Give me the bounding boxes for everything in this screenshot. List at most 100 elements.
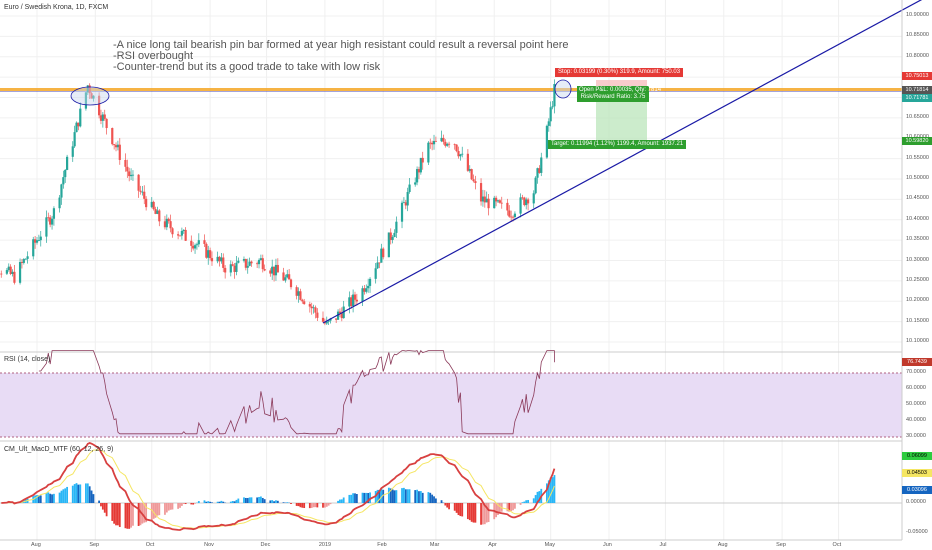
candle-body	[376, 262, 379, 269]
open-pnl-label[interactable]: Open P&L: 0.00035, Qty: 7814 Risk/Reward…	[577, 86, 662, 102]
macd-hist-bar	[128, 503, 131, 529]
candle-body	[7, 266, 10, 271]
candle-body	[301, 299, 304, 302]
macd-hist-bar	[203, 500, 206, 503]
candle-body	[263, 269, 266, 271]
macd-hist-bar	[403, 487, 405, 503]
price-tick-label: 10.40000	[906, 215, 929, 222]
candle-body	[141, 191, 144, 193]
macd-hist-bar	[312, 503, 315, 508]
candle-body	[355, 299, 358, 302]
macd-hist-bar	[395, 490, 398, 503]
macd-hist-bar	[468, 503, 471, 521]
macd-hist-bar	[448, 503, 450, 510]
candle-body	[297, 291, 300, 296]
price-tick-label: 10.85000	[906, 32, 929, 39]
macd-hist-bar	[286, 502, 289, 503]
target-label[interactable]: Target: 0.11994 (1.12%) 1199.4, Amount: …	[548, 140, 687, 149]
macd-hist-bar	[275, 500, 277, 503]
macd-hist-bar	[310, 503, 313, 508]
candle-body	[457, 151, 460, 157]
macd-hist-bar	[404, 489, 407, 503]
time-tick-label: Oct	[832, 542, 842, 548]
macd-hist-bar	[220, 500, 223, 503]
macd-hist-bar	[512, 503, 514, 511]
macd-hist-bar	[60, 490, 63, 503]
candle-body	[257, 259, 261, 265]
candle-body	[506, 202, 509, 211]
candle-body	[20, 262, 24, 263]
macd-hist-bar	[329, 503, 332, 505]
macd-hist-bar	[273, 501, 275, 503]
candle-body	[210, 258, 214, 262]
macd-hist-bar	[391, 489, 394, 503]
candle-body	[363, 288, 366, 292]
candle-body	[126, 166, 129, 172]
macd-hist-bar	[260, 496, 262, 503]
candle-body	[447, 143, 451, 145]
macd-hist-bar	[165, 503, 168, 513]
candle-body	[525, 199, 528, 206]
macd-tick-label: 0.00000	[906, 499, 926, 505]
candle-body	[325, 321, 328, 324]
rsi-band	[0, 373, 902, 437]
macd-hist-bar	[378, 489, 381, 503]
time-tick-label: Aug	[31, 542, 41, 548]
annotation-line-1: -A nice long tail bearish pin bar formed…	[113, 39, 569, 51]
time-tick-label: Apr	[488, 542, 497, 548]
macd-hist-bar	[455, 503, 458, 513]
candle-body	[250, 261, 253, 264]
candle-body	[406, 192, 409, 206]
macd-hist-bar	[470, 503, 473, 522]
time-tick-label: Feb	[377, 542, 387, 548]
candle-body	[368, 278, 372, 286]
macd-hist-bar	[553, 475, 556, 503]
candle-body	[361, 288, 364, 302]
rsi-tick-label: 70.0000	[906, 369, 926, 375]
time-tick-label: Jul	[659, 542, 667, 548]
candle-body	[39, 236, 42, 241]
rsi-tick-label: 30.0000	[906, 433, 926, 439]
candle-body	[521, 197, 524, 199]
candle-body	[367, 285, 370, 289]
macd-hist-bar	[453, 503, 456, 511]
macd-hist-bar	[510, 503, 513, 512]
candle-body	[474, 181, 477, 184]
candle-body	[353, 294, 357, 300]
macd-hist-bar	[139, 503, 142, 526]
candle-body	[378, 262, 381, 264]
candle-body	[49, 217, 52, 225]
candle-body	[286, 274, 289, 278]
macd-hist-bar	[75, 483, 78, 503]
macd-hist-bar	[86, 483, 89, 503]
macd-hist-bar	[47, 492, 50, 503]
candle-body	[220, 257, 223, 262]
macd-hist-bar	[282, 502, 285, 503]
candle-body	[500, 202, 503, 204]
macd-hist-bar	[194, 503, 196, 504]
candle-body	[244, 259, 247, 268]
candle-body	[0, 273, 3, 275]
macd-hist-bar	[250, 497, 253, 503]
macd-hist-bar	[316, 503, 319, 508]
price-tick-label: 10.45000	[906, 195, 929, 202]
candle-body	[231, 264, 234, 266]
candle-body	[216, 256, 219, 262]
risk-reward-text: Risk/Reward Ratio: 3.75	[580, 94, 646, 100]
macd-hist-bar	[49, 493, 52, 503]
macd-hist-bar	[382, 489, 385, 503]
macd-hist-bar	[549, 477, 552, 503]
candle-body	[86, 85, 89, 93]
candle-body	[52, 208, 56, 219]
macd-hist-bar	[295, 503, 298, 506]
stop-label[interactable]: Stop: 0.03199 (0.30%) 319.9, Amount: 750…	[555, 68, 684, 77]
candle-body	[496, 200, 500, 202]
candle-body	[114, 145, 118, 148]
candle-body	[5, 270, 8, 274]
macd-hist-bar	[177, 503, 180, 509]
candle-body	[9, 266, 12, 274]
macd-hist-bar	[519, 503, 522, 505]
candle-body	[547, 121, 550, 126]
open-pnl-text: Open P&L: 0.00035, Qty: 7814	[579, 87, 662, 93]
